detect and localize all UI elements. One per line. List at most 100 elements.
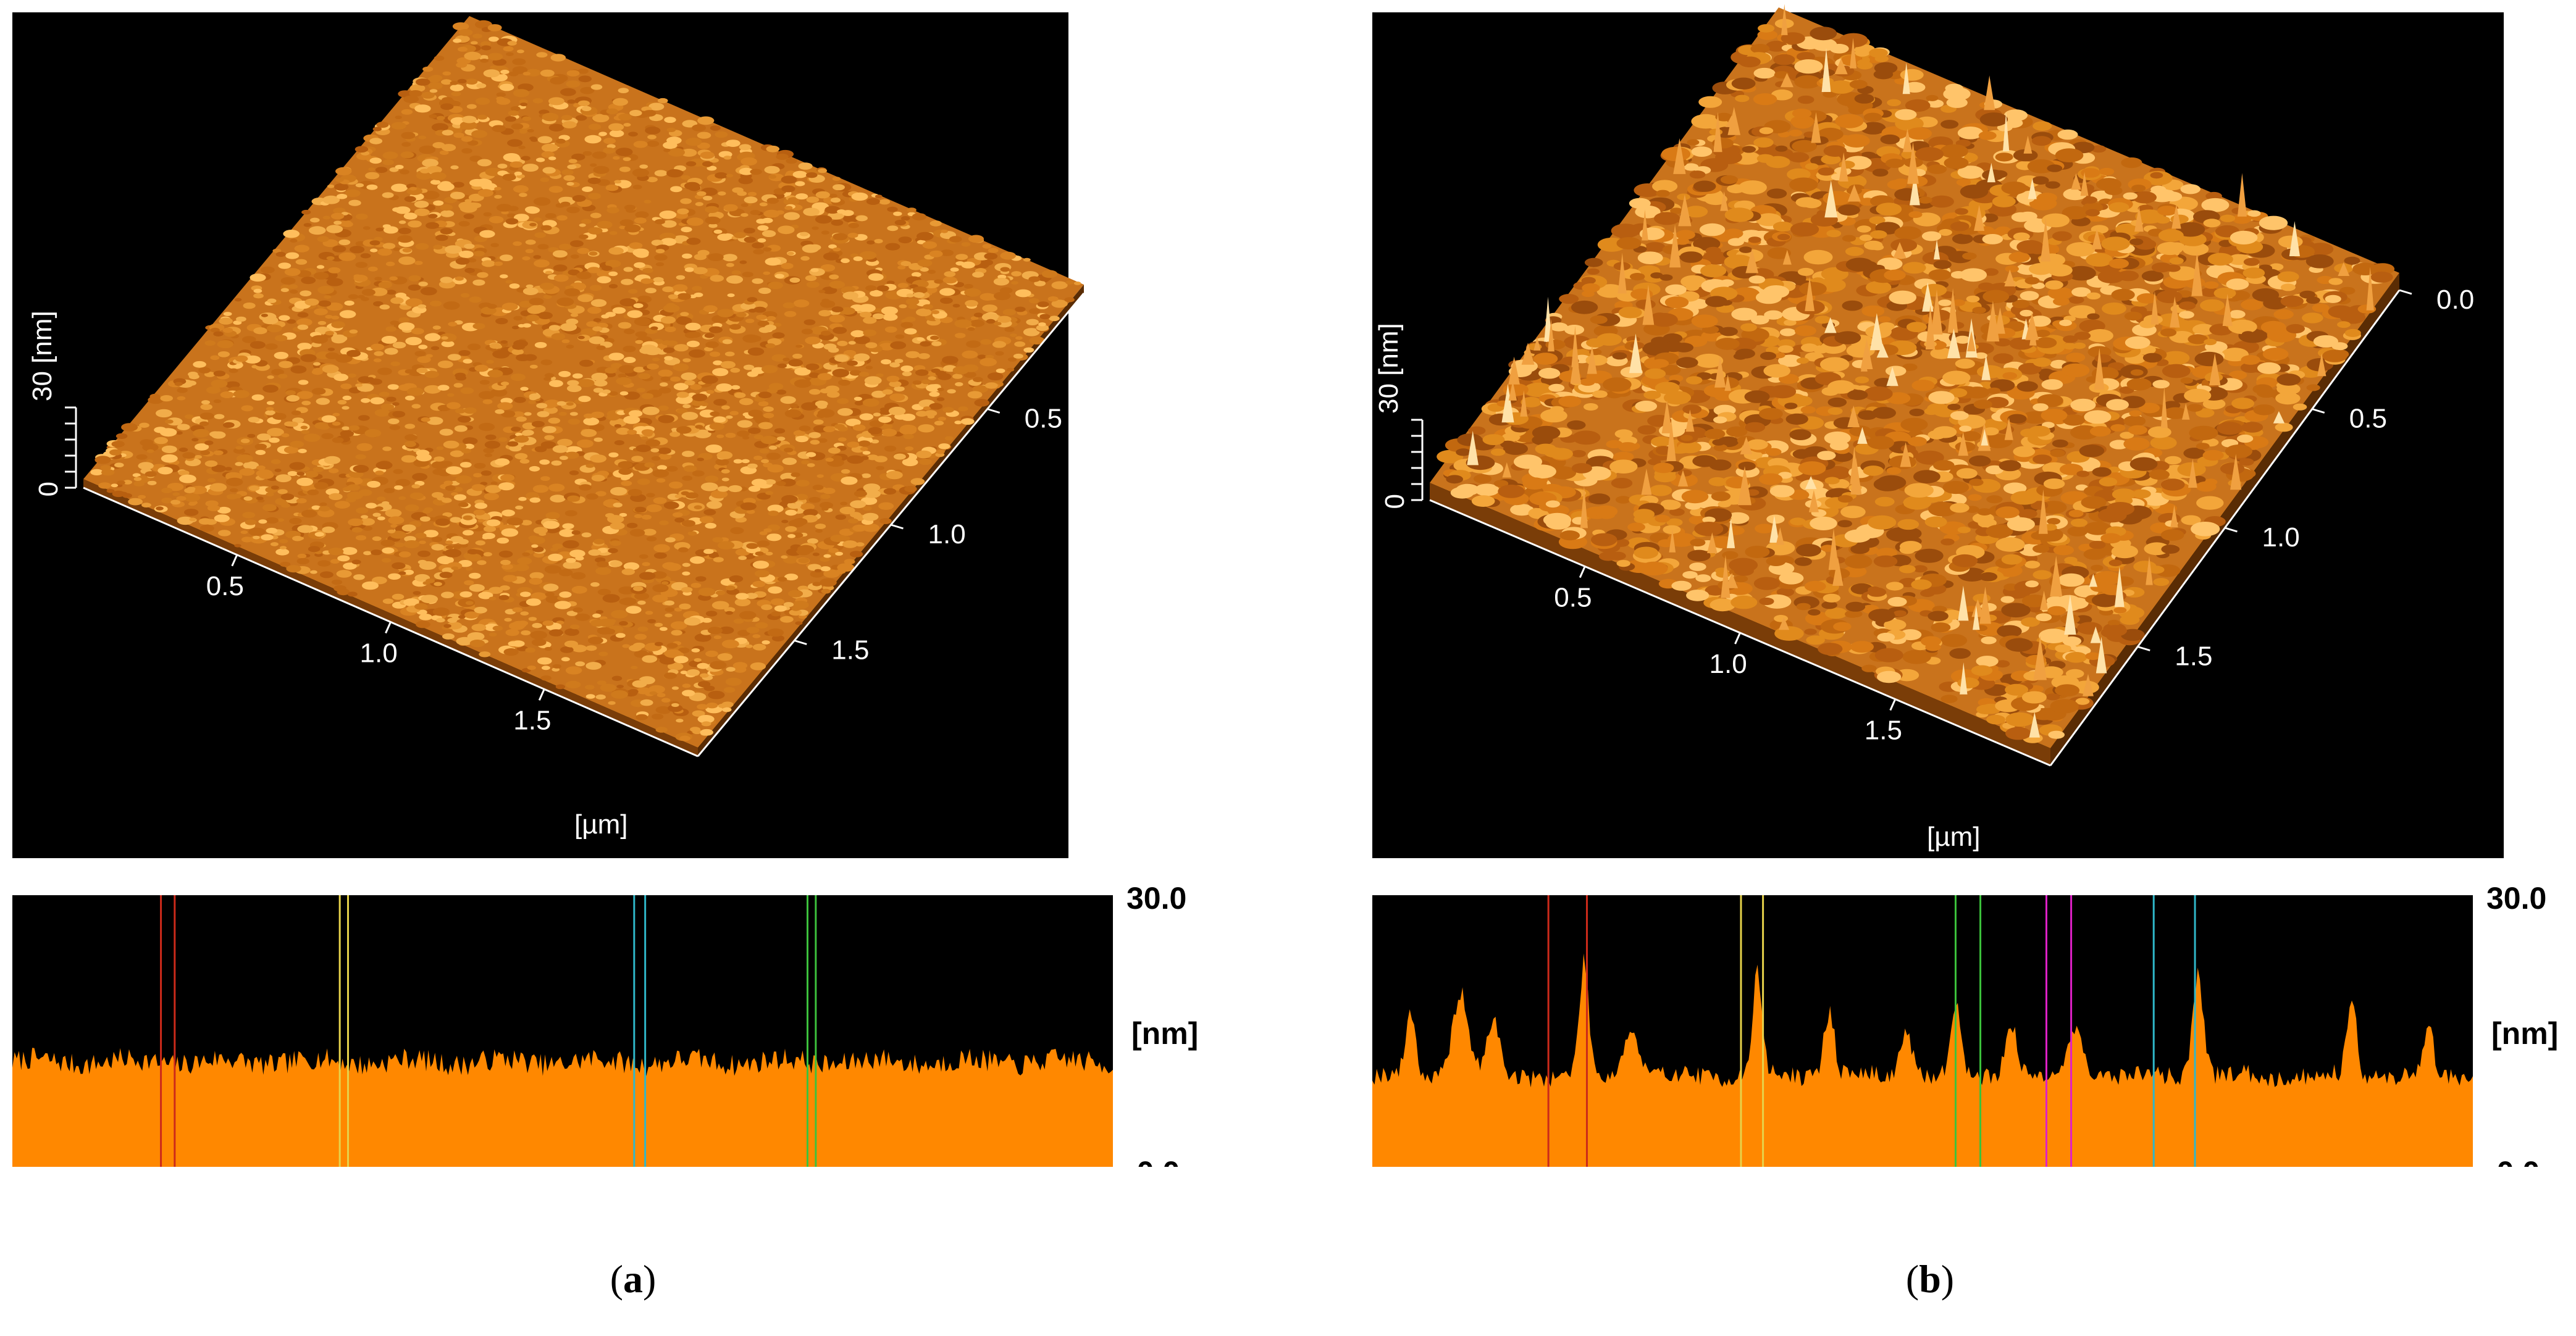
surface-texture bbox=[588, 193, 601, 199]
surface-texture bbox=[229, 368, 238, 374]
surface-texture bbox=[521, 520, 532, 526]
surface-texture bbox=[373, 301, 384, 307]
surface-texture bbox=[428, 214, 438, 219]
surface-texture bbox=[725, 433, 736, 438]
surface-texture bbox=[434, 582, 442, 587]
surface-texture bbox=[1659, 274, 1673, 281]
surface-texture bbox=[290, 290, 298, 294]
surface-texture bbox=[883, 488, 897, 495]
surface-texture bbox=[2045, 181, 2060, 189]
surface-texture bbox=[213, 399, 222, 404]
surface-texture bbox=[241, 536, 253, 543]
surface-texture bbox=[761, 217, 773, 223]
surface-texture bbox=[157, 467, 173, 475]
surface-texture bbox=[384, 348, 398, 355]
surface-texture bbox=[1039, 314, 1051, 320]
surface-texture bbox=[569, 549, 585, 558]
surface-texture bbox=[939, 317, 953, 324]
surface-texture bbox=[274, 469, 282, 472]
surface-texture bbox=[405, 369, 414, 374]
surface-texture bbox=[1993, 353, 2013, 364]
surface-texture bbox=[355, 146, 369, 153]
surface-texture bbox=[1873, 555, 1898, 567]
surface-texture bbox=[445, 485, 456, 491]
surface-texture bbox=[655, 727, 668, 733]
surface-texture bbox=[394, 542, 405, 548]
surface-texture bbox=[548, 417, 561, 424]
surface-texture bbox=[245, 519, 257, 525]
surface-texture bbox=[522, 164, 539, 172]
surface-texture bbox=[590, 411, 605, 419]
surface-texture bbox=[542, 620, 554, 626]
surface-texture bbox=[1611, 478, 1633, 489]
surface-texture bbox=[251, 394, 264, 401]
surface-texture bbox=[526, 206, 540, 214]
surface-texture bbox=[417, 550, 430, 557]
surface-texture bbox=[716, 451, 733, 459]
surface-texture bbox=[429, 89, 438, 93]
surface-texture bbox=[729, 411, 739, 415]
surface-texture bbox=[321, 415, 337, 423]
surface-texture bbox=[408, 275, 421, 282]
surface-texture bbox=[483, 69, 500, 78]
surface-texture bbox=[682, 451, 695, 457]
surface-texture bbox=[774, 605, 787, 612]
surface-texture bbox=[422, 191, 440, 199]
surface-texture bbox=[501, 303, 518, 311]
surface-texture bbox=[652, 469, 669, 478]
surface-texture bbox=[552, 667, 560, 672]
surface-texture bbox=[851, 192, 868, 201]
surface-texture bbox=[528, 617, 537, 621]
surface-texture bbox=[375, 227, 384, 232]
surface-texture bbox=[613, 98, 628, 106]
surface-texture bbox=[472, 33, 482, 39]
surface-texture bbox=[647, 135, 657, 140]
surface-texture bbox=[503, 648, 519, 656]
surface-texture bbox=[731, 270, 741, 275]
surface-texture bbox=[236, 316, 246, 322]
surface-texture bbox=[607, 515, 624, 524]
surface-texture bbox=[178, 470, 190, 476]
surface-texture bbox=[363, 526, 372, 531]
surface-texture bbox=[310, 570, 317, 574]
surface-texture bbox=[513, 89, 530, 98]
surface-texture bbox=[1015, 306, 1026, 312]
surface-texture bbox=[893, 453, 906, 460]
surface-texture bbox=[542, 167, 556, 174]
surface-texture bbox=[1986, 495, 2003, 504]
surface-texture bbox=[355, 454, 366, 460]
surface-texture bbox=[303, 433, 321, 442]
surface-texture bbox=[289, 462, 306, 470]
surface-texture bbox=[1755, 524, 1774, 533]
surface-texture bbox=[715, 131, 728, 138]
surface-texture bbox=[566, 182, 574, 186]
surface-texture bbox=[2228, 370, 2247, 380]
surface-texture bbox=[680, 312, 689, 317]
surface-texture bbox=[461, 148, 472, 154]
surface-texture bbox=[329, 493, 343, 501]
surface-texture bbox=[317, 320, 327, 325]
surface-texture bbox=[589, 336, 605, 344]
surface-texture bbox=[1559, 294, 1579, 304]
surface-texture bbox=[614, 440, 624, 446]
surface-texture bbox=[655, 249, 665, 254]
surface-texture bbox=[324, 456, 341, 464]
surface-texture bbox=[111, 483, 119, 488]
surface-texture bbox=[1026, 319, 1039, 325]
surface-texture bbox=[917, 337, 925, 341]
surface-texture bbox=[355, 535, 367, 541]
surface-texture bbox=[602, 594, 620, 603]
surface-texture bbox=[2162, 364, 2191, 378]
surface-texture bbox=[531, 138, 538, 142]
surface-texture bbox=[1785, 413, 1808, 425]
surface-texture bbox=[750, 210, 761, 215]
surface-texture bbox=[239, 468, 255, 476]
surface-texture bbox=[795, 494, 808, 500]
surface-texture bbox=[1939, 228, 1952, 236]
surface-texture bbox=[912, 213, 927, 220]
surface-texture bbox=[401, 142, 411, 147]
surface-texture bbox=[781, 262, 794, 269]
surface-texture bbox=[1885, 365, 1907, 377]
surface-texture bbox=[837, 426, 849, 432]
surface-texture bbox=[375, 470, 384, 475]
